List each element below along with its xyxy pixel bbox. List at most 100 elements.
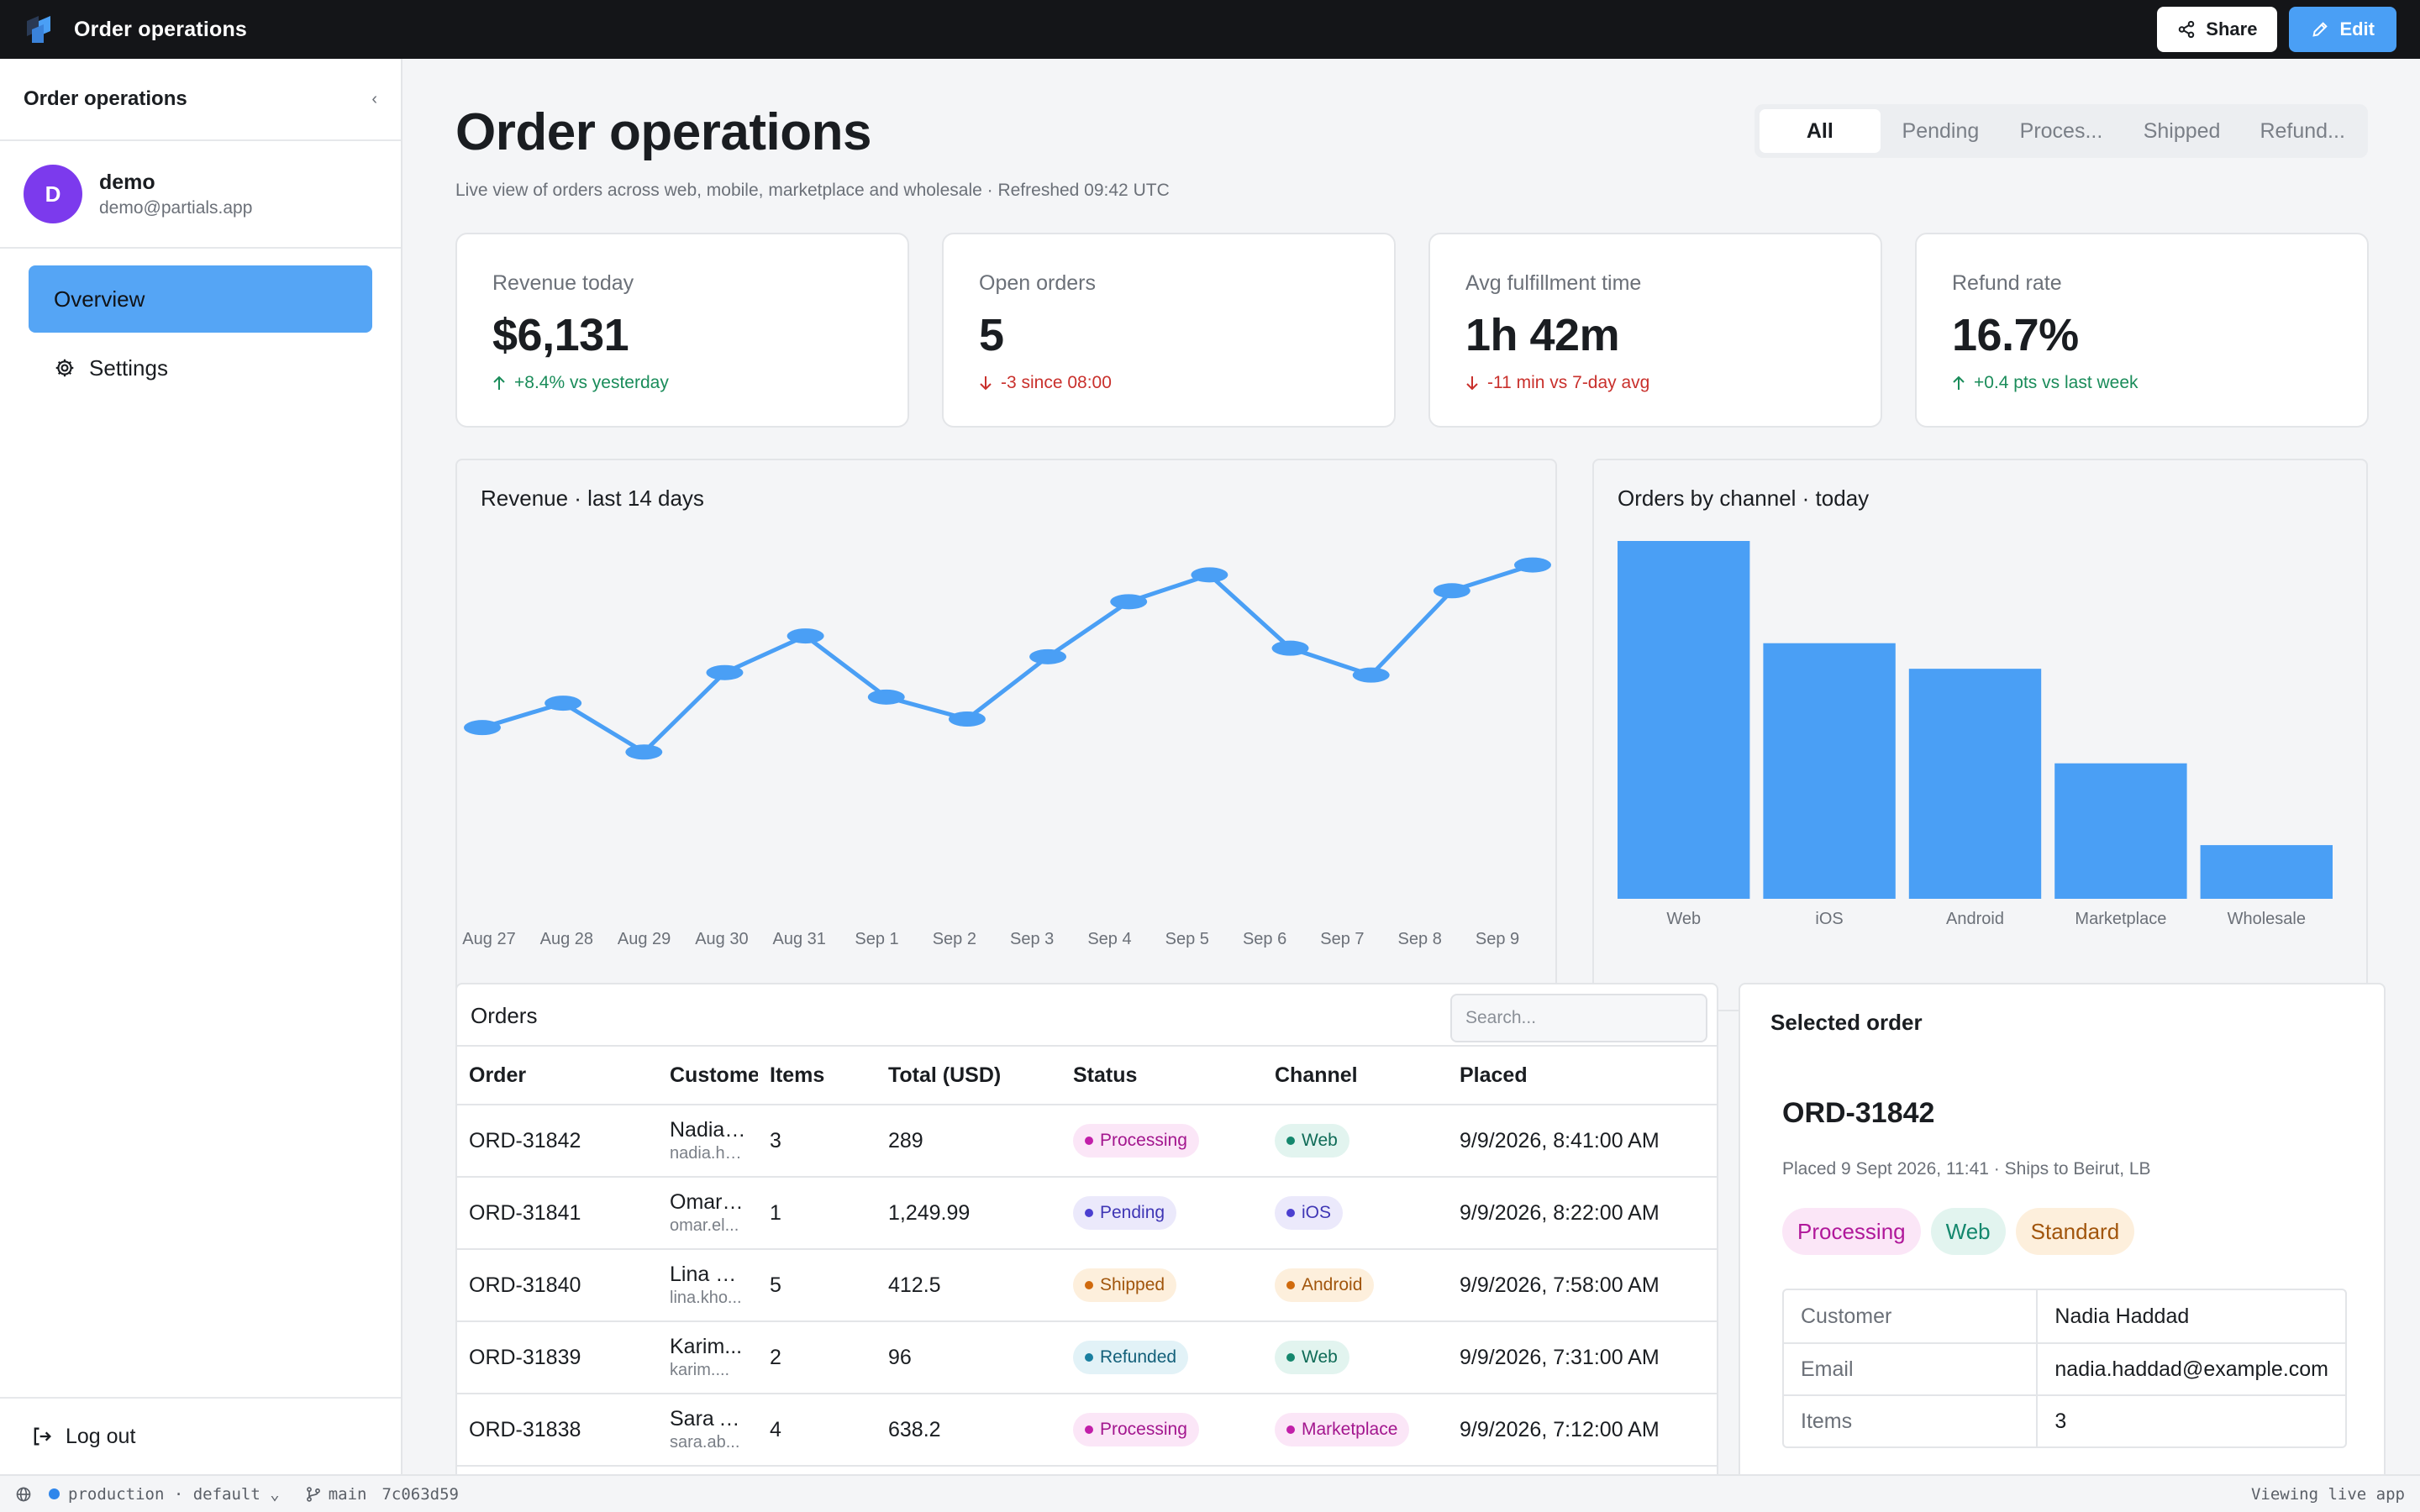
selected-order-details: Customer Nadia Haddad Email nadia.haddad@ex… <box>1782 1289 2347 1448</box>
order-id: ORD-31842 <box>457 1105 658 1178</box>
revenue-data-point[interactable] <box>786 628 824 644</box>
tab-shipped[interactable]: Shipped <box>2143 118 2221 143</box>
column-header-total[interactable]: Total (USD) <box>876 1045 1061 1105</box>
revenue-data-point[interactable] <box>867 689 905 705</box>
kpi-value: 5 <box>979 310 1004 360</box>
channel-cell: Web <box>1263 1105 1448 1178</box>
status-label: Processing <box>1100 1420 1187 1439</box>
revenue-data-point[interactable] <box>1029 648 1067 664</box>
kpi-revenue-today: Revenue today $6,131 +8.4% vs yesterday <box>455 233 909 428</box>
orders-table-body: ORD-31842 Nadia Haddad nadia.haddad@exampl… <box>457 1105 1717 1467</box>
top-bar: Order operations Share Edit <box>0 0 2420 59</box>
x-tick-label: Sep 8 <box>1398 930 1442 948</box>
customer-cell: Omar El... omar.el... <box>658 1177 758 1250</box>
x-tick-label: Aug 30 <box>695 930 748 948</box>
channel-bar[interactable] <box>1618 541 1750 899</box>
status-badge: Processing <box>1073 1124 1199 1158</box>
table-row[interactable]: ORD-31839 Karim... karim.... 2 96 Refunded Web… <box>457 1321 1717 1394</box>
column-header-placed[interactable]: Placed <box>1448 1045 1717 1105</box>
revenue-data-point[interactable] <box>1110 594 1148 610</box>
revenue-data-point[interactable] <box>706 664 744 680</box>
channel-bar[interactable] <box>2200 845 2333 899</box>
channel-bar[interactable] <box>1908 669 2042 899</box>
arrow-down-icon <box>1466 376 1478 391</box>
revenue-data-point[interactable] <box>1514 557 1551 573</box>
page-title: Order operations <box>455 103 872 161</box>
tab-pending[interactable]: Pending <box>1902 118 1980 143</box>
status-dot <box>1085 1209 1093 1217</box>
revenue-data-point[interactable] <box>948 711 986 727</box>
detail-row: Email nadia.haddad@example.com <box>1784 1342 2345 1394</box>
sidebar-item-settings[interactable]: Settings <box>29 334 372 402</box>
tab-processing[interactable]: Proces... <box>2019 118 2103 143</box>
status-dot <box>1085 1425 1093 1434</box>
sidebar-item-overview[interactable]: Overview <box>29 265 372 333</box>
edit-label: Edit <box>2339 18 2375 39</box>
table-row[interactable]: ORD-31841 Omar El... omar.el... 11,249.99 Pe… <box>457 1177 1717 1250</box>
detail-value: 3 <box>2038 1394 2345 1446</box>
edit-button[interactable]: Edit <box>2289 7 2396 52</box>
kpi-avg-fulfillment: Avg fulfillment time 1h 42m -11 min vs 7… <box>1428 233 1882 428</box>
revenue-data-point[interactable] <box>1191 567 1228 583</box>
column-header-channel[interactable]: Channel <box>1263 1045 1448 1105</box>
kpi-value: $6,131 <box>492 310 629 360</box>
channel-bar[interactable] <box>2054 763 2187 899</box>
tab-all[interactable]: All <box>1760 109 1881 153</box>
kpi-delta: -11 min vs 7-day avg <box>1465 373 1881 393</box>
status-cell: Processing <box>1061 1105 1263 1178</box>
user-card: D demo demo@partials.app <box>0 141 401 249</box>
channel-label: Web <box>1302 1131 1338 1150</box>
column-header-items[interactable]: Items <box>758 1045 876 1105</box>
revenue-data-point[interactable] <box>625 744 663 760</box>
viewing-mode-label: Viewing live app <box>2250 1484 2405 1504</box>
main-content: Order operations Live view of orders acr… <box>404 59 2420 1487</box>
orders-search-input[interactable] <box>1450 994 1707 1042</box>
customer-name: Sara Ab... <box>670 1407 746 1431</box>
channel-cell: Web <box>1263 1321 1448 1394</box>
selected-order-meta: Placed 9 Sept 2026, 11:41 · Ships to Bei… <box>1782 1159 2151 1179</box>
x-tick-label: Android <box>1946 910 2004 928</box>
tab-refunded[interactable]: Refund... <box>2260 118 2345 143</box>
channel-bar[interactable] <box>1763 643 1896 899</box>
kpi-delta: -3 since 08:00 <box>979 373 1394 393</box>
status-cell: Shipped <box>1061 1249 1263 1322</box>
column-header-order[interactable]: Order <box>457 1045 658 1105</box>
revenue-data-point[interactable] <box>1352 667 1390 683</box>
status-bar: production · default ⌄ main 7c063d59 Vie… <box>0 1474 2420 1512</box>
selected-order-tag: Standard <box>2015 1208 2135 1255</box>
channel-label: iOS <box>1302 1203 1332 1222</box>
share-button[interactable]: Share <box>2157 7 2278 52</box>
revenue-data-point[interactable] <box>1271 640 1309 656</box>
git-branch: main <box>328 1484 367 1504</box>
channel-label: Web <box>1302 1347 1338 1367</box>
x-tick-label: Web <box>1666 910 1701 928</box>
selected-order-tag: Web <box>1930 1208 2006 1255</box>
status-cell: Processing <box>1061 1394 1263 1467</box>
kpi-delta-text: +8.4% vs yesterday <box>514 373 669 392</box>
channel-dot <box>1286 1137 1295 1145</box>
x-tick-label: Sep 2 <box>933 930 976 948</box>
column-header-status[interactable]: Status <box>1061 1045 1263 1105</box>
status-badge: Pending <box>1073 1196 1177 1230</box>
status-dot <box>1085 1137 1093 1145</box>
customer-email: sara.ab... <box>670 1433 740 1452</box>
revenue-data-point[interactable] <box>544 696 582 711</box>
orders-title: Orders <box>471 1003 538 1028</box>
column-header-customer[interactable]: Customer <box>658 1045 758 1105</box>
revenue-data-point[interactable] <box>1433 583 1470 599</box>
selected-order-tags: Processing Web Standard <box>1782 1208 2135 1255</box>
logout-button[interactable]: Log out <box>0 1397 401 1474</box>
x-tick-label: Marketplace <box>2075 910 2166 928</box>
collapse-sidebar-icon[interactable]: ‹ <box>371 89 377 108</box>
status-cell: Pending <box>1061 1177 1263 1250</box>
environment-selector[interactable]: production · default ⌄ <box>68 1485 280 1504</box>
detail-value: Nadia Haddad <box>2054 1304 2190 1328</box>
arrow-up-icon <box>493 375 505 390</box>
customer-cell: Karim... karim.... <box>658 1321 758 1394</box>
revenue-data-point[interactable] <box>464 720 501 736</box>
channel-chart-panel: Orders by channel · today Web iOS Android M… <box>1592 459 2368 1011</box>
logout-label: Log out <box>66 1424 136 1448</box>
table-row[interactable]: ORD-31842 Nadia Haddad nadia.haddad@exampl… <box>457 1105 1717 1178</box>
